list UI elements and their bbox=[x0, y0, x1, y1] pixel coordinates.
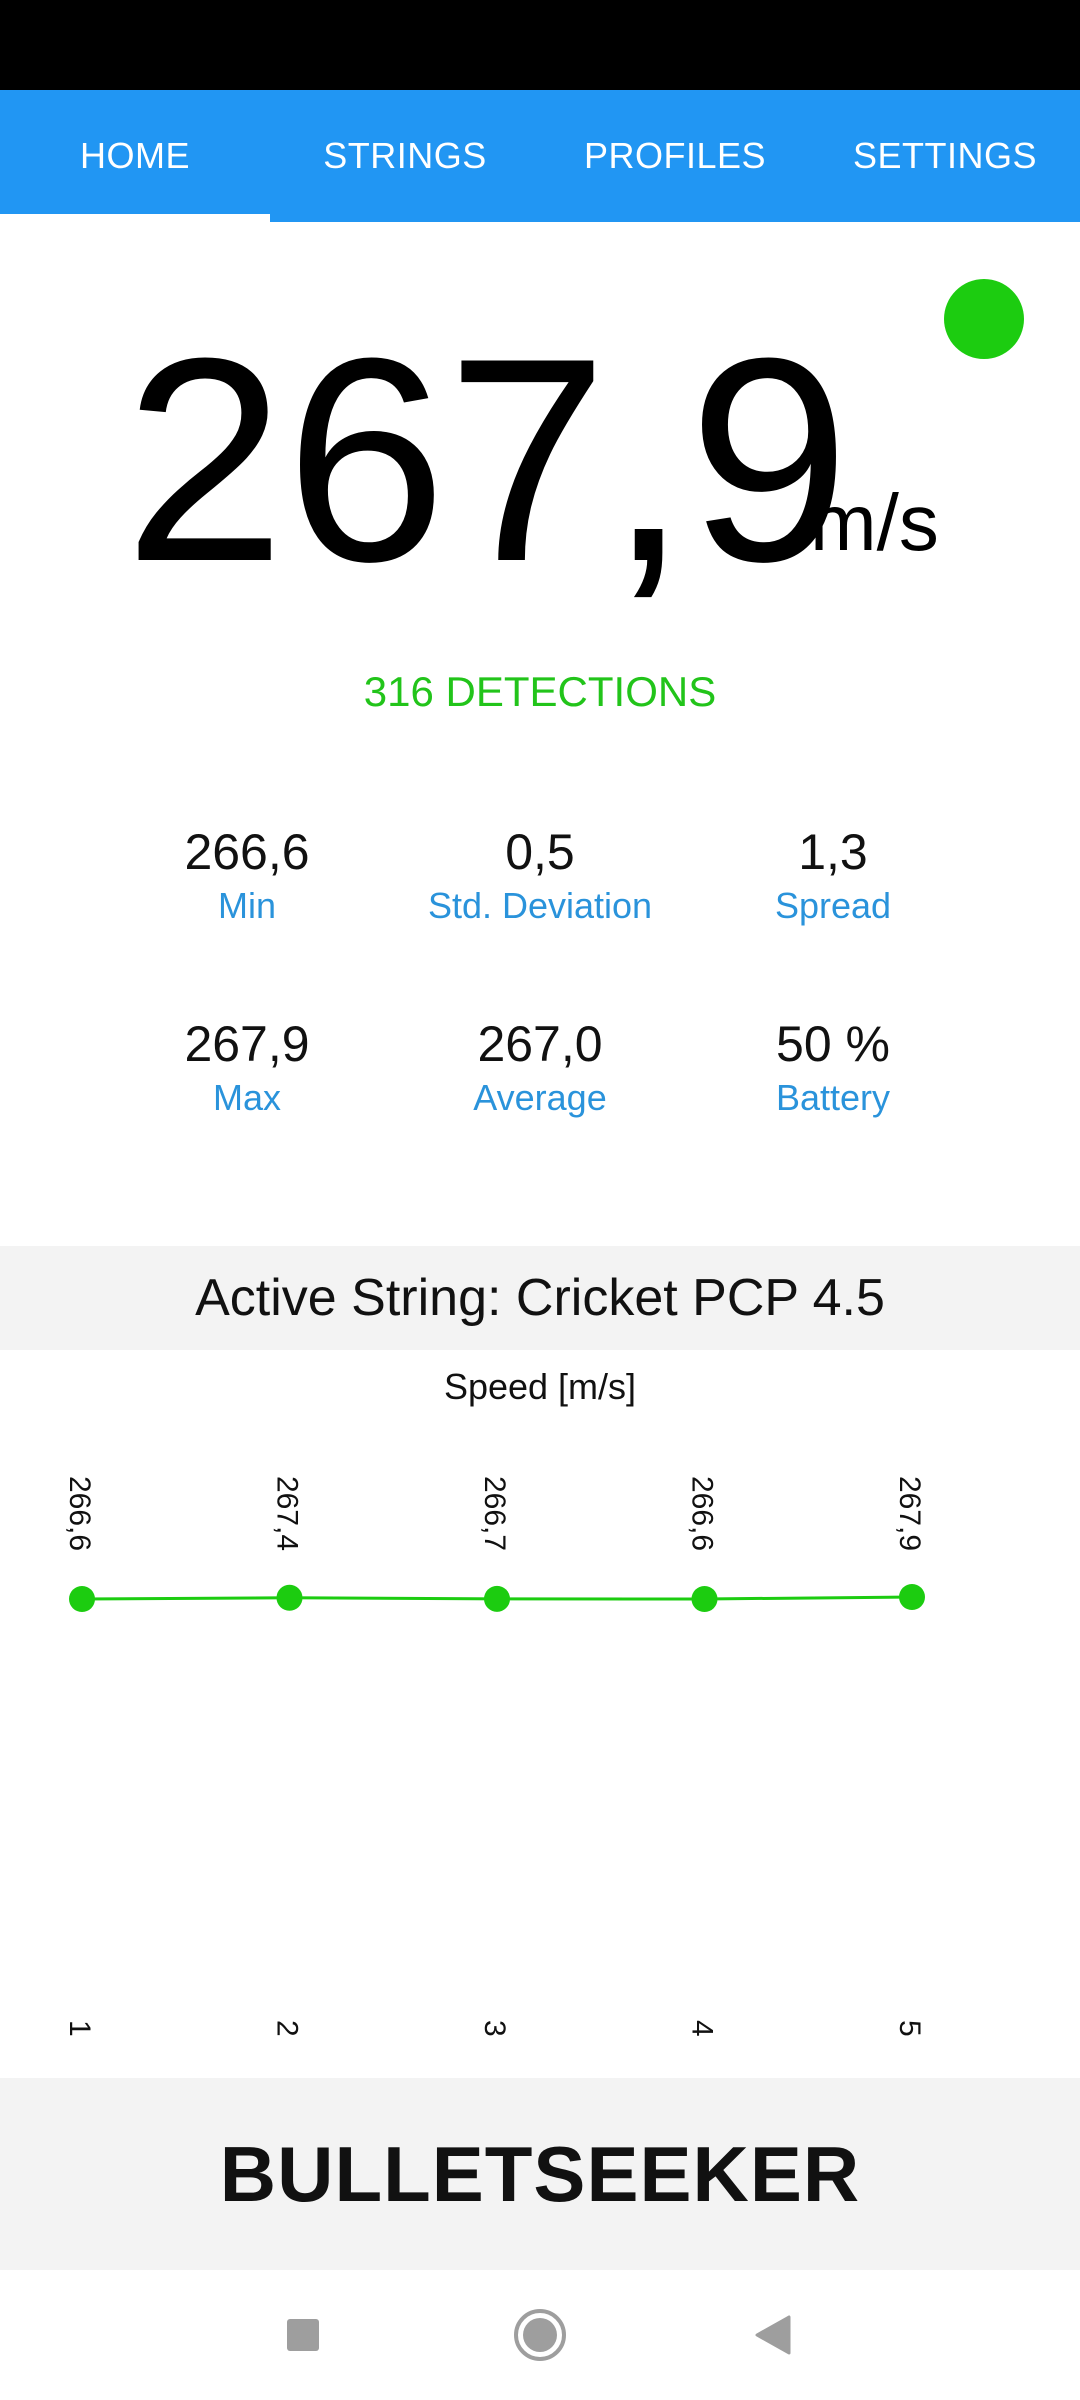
active-tab-indicator bbox=[0, 214, 270, 222]
data-point bbox=[69, 1586, 95, 1612]
stat-spread-value: 1,3 bbox=[798, 824, 868, 880]
stat-max: 267,9 Max bbox=[97, 1014, 397, 1120]
status-bar bbox=[0, 0, 1080, 90]
speed-chart: 266,6 1 267,4 2 266,7 3 266,6 4 267,9 5 bbox=[63, 1476, 926, 2037]
speed-unit: m/s bbox=[810, 478, 939, 567]
tab-bar: HOME STRINGS PROFILES SETTINGS bbox=[0, 90, 1080, 222]
stat-std-deviation-value: 0,5 bbox=[505, 824, 575, 880]
tab-home[interactable]: HOME bbox=[80, 135, 190, 176]
active-string-bar[interactable]: Active String: Cricket PCP 4.5 bbox=[0, 1246, 1080, 1350]
x-tick-label: 1 bbox=[63, 2020, 96, 2037]
data-point bbox=[691, 1586, 718, 1612]
stat-min-value: 266,6 bbox=[184, 824, 310, 880]
data-label: 267,4 bbox=[271, 1476, 304, 1551]
stat-std-deviation-label: Std. Deviation bbox=[427, 885, 653, 926]
circle-icon bbox=[514, 2309, 566, 2361]
tab-settings[interactable]: SETTINGS bbox=[852, 135, 1038, 176]
data-point bbox=[276, 1584, 303, 1611]
stat-battery: 50 % Battery bbox=[683, 1014, 983, 1120]
stat-spread: 1,3 Spread bbox=[683, 822, 983, 928]
stat-average-value: 267,0 bbox=[477, 1016, 603, 1072]
triangle-back-icon bbox=[755, 2315, 791, 2355]
stat-battery-label: Battery bbox=[775, 1077, 891, 1118]
data-point bbox=[899, 1584, 925, 1610]
stat-average: 267,0 Average bbox=[390, 1014, 690, 1120]
stat-spread-label: Spread bbox=[774, 885, 892, 926]
data-label: 266,7 bbox=[478, 1476, 511, 1551]
stat-min-label: Min bbox=[217, 885, 276, 926]
x-tick-label: 5 bbox=[893, 2020, 926, 2037]
brand-logo-text: BULLETSEEKER bbox=[0, 2078, 1080, 2270]
x-tick-label: 4 bbox=[686, 2020, 719, 2037]
x-tick-label: 2 bbox=[271, 2020, 304, 2037]
data-label: 266,6 bbox=[63, 1476, 96, 1551]
nav-back-button[interactable] bbox=[713, 2270, 833, 2400]
data-label: 267,9 bbox=[893, 1476, 926, 1551]
chart-title: Speed [m/s] bbox=[443, 1366, 637, 1407]
x-tick-label: 3 bbox=[478, 2020, 511, 2037]
system-navigation-bar bbox=[0, 2270, 1080, 2400]
stat-max-value: 267,9 bbox=[184, 1016, 310, 1072]
stat-std-deviation: 0,5 Std. Deviation bbox=[390, 822, 690, 928]
detections-count: 316 DETECTIONS bbox=[363, 668, 717, 715]
square-icon bbox=[287, 2319, 319, 2351]
nav-recents-button[interactable] bbox=[243, 2270, 363, 2400]
connection-status-dot bbox=[944, 279, 1024, 359]
tab-profiles[interactable]: PROFILES bbox=[583, 135, 767, 176]
speed-value: 267,9 bbox=[124, 298, 850, 622]
data-point bbox=[484, 1585, 510, 1612]
stat-average-label: Average bbox=[473, 1077, 607, 1118]
stat-battery-value: 50 % bbox=[776, 1016, 890, 1072]
tab-strings[interactable]: STRINGS bbox=[323, 135, 487, 176]
data-label: 266,6 bbox=[686, 1476, 719, 1551]
nav-home-button[interactable] bbox=[480, 2270, 600, 2400]
stat-max-label: Max bbox=[212, 1077, 281, 1118]
stat-min: 266,6 Min bbox=[97, 822, 397, 928]
